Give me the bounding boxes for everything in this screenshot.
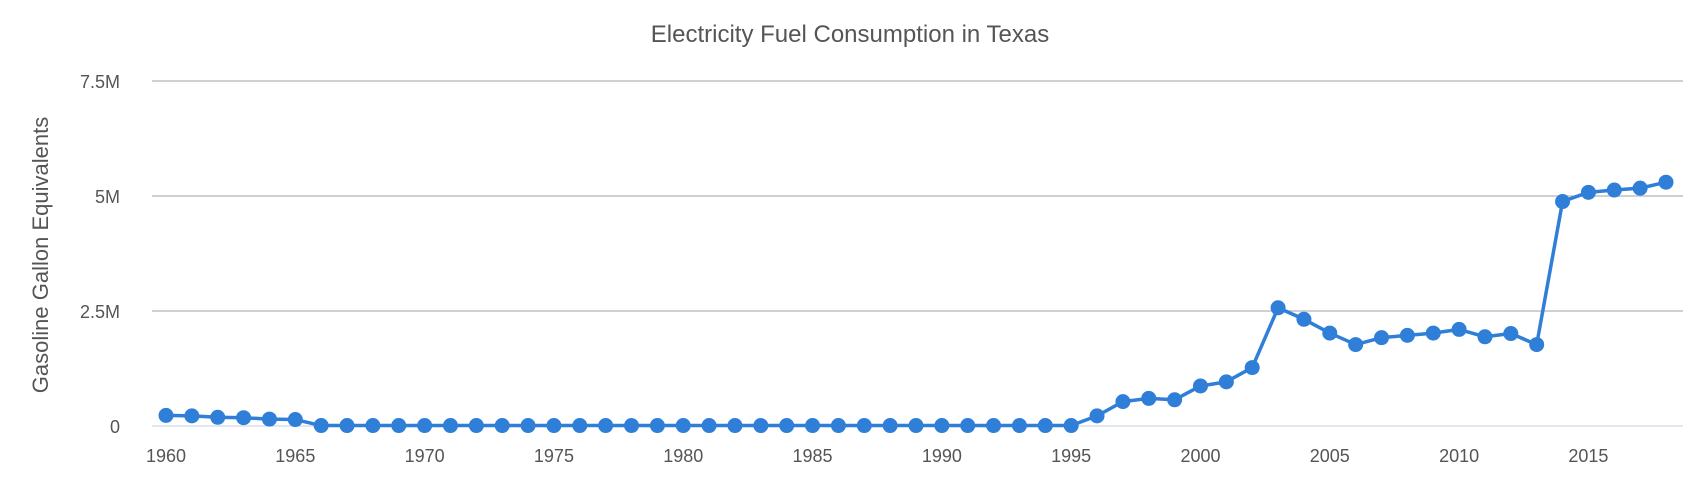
data-point[interactable]: [1658, 174, 1674, 190]
series-line: [165, 180, 1667, 428]
data-point[interactable]: [986, 418, 1002, 434]
data-point[interactable]: [934, 418, 950, 434]
data-point[interactable]: [1218, 374, 1234, 390]
y-axis-label: Gasoline Gallon Equivalents: [28, 117, 53, 393]
x-tick-label: 1970: [405, 446, 445, 466]
data-point[interactable]: [1115, 394, 1131, 410]
y-tick-label: 2.5M: [80, 302, 120, 322]
data-point[interactable]: [1425, 325, 1441, 341]
chart-title: Electricity Fuel Consumption in Texas: [651, 21, 1049, 48]
data-point[interactable]: [908, 418, 924, 434]
x-tick-label: 1980: [663, 446, 703, 466]
data-point[interactable]: [856, 418, 872, 434]
x-tick-label: 1990: [922, 446, 962, 466]
data-point[interactable]: [391, 418, 407, 434]
data-point[interactable]: [210, 409, 226, 425]
data-point[interactable]: [882, 418, 898, 434]
data-point[interactable]: [1011, 418, 1027, 434]
data-point[interactable]: [313, 418, 329, 434]
data-point[interactable]: [1192, 378, 1208, 394]
y-tick-label: 0: [110, 417, 120, 437]
data-point[interactable]: [1244, 360, 1260, 376]
data-point[interactable]: [1529, 337, 1545, 353]
data-point[interactable]: [1606, 182, 1622, 198]
x-tick-label: 2000: [1180, 446, 1220, 466]
data-point[interactable]: [1555, 194, 1571, 210]
data-point[interactable]: [1374, 330, 1390, 346]
data-point[interactable]: [158, 407, 174, 423]
x-tick-label: 2010: [1439, 446, 1479, 466]
x-tick-label: 1975: [534, 446, 574, 466]
data-point[interactable]: [236, 410, 252, 426]
data-point[interactable]: [1580, 184, 1596, 200]
x-tick-label: 2015: [1568, 446, 1608, 466]
data-point[interactable]: [805, 418, 821, 434]
data-point[interactable]: [572, 418, 588, 434]
gridlines: [152, 80, 1683, 427]
data-point[interactable]: [1477, 329, 1493, 345]
data-point[interactable]: [1451, 321, 1467, 337]
data-point[interactable]: [468, 418, 484, 434]
x-tick-label: 1960: [146, 446, 186, 466]
data-point[interactable]: [417, 418, 433, 434]
data-point[interactable]: [1063, 418, 1079, 434]
data-point[interactable]: [830, 418, 846, 434]
x-tick-label: 1965: [275, 446, 315, 466]
data-point[interactable]: [1167, 392, 1183, 408]
data-point[interactable]: [960, 418, 976, 434]
data-point[interactable]: [1141, 390, 1157, 406]
data-point[interactable]: [494, 418, 510, 434]
data-point[interactable]: [365, 418, 381, 434]
x-axis-ticks: 1960 1965 1970 1975 1980 1985 1990 1995 2000 2005…: [146, 446, 1608, 466]
data-point[interactable]: [261, 411, 277, 427]
data-point[interactable]: [442, 418, 458, 434]
data-point[interactable]: [727, 418, 743, 434]
data-point[interactable]: [779, 418, 795, 434]
x-tick-label: 2005: [1310, 446, 1350, 466]
data-point[interactable]: [624, 418, 640, 434]
data-point[interactable]: [520, 418, 536, 434]
y-tick-label: 7.5M: [80, 72, 120, 92]
data-point[interactable]: [1322, 325, 1338, 341]
data-point[interactable]: [1270, 300, 1286, 316]
data-point[interactable]: [184, 408, 200, 424]
data-point[interactable]: [701, 418, 717, 434]
data-point[interactable]: [1348, 337, 1364, 353]
data-point[interactable]: [1089, 408, 1105, 424]
data-point[interactable]: [1503, 326, 1519, 342]
data-point[interactable]: [675, 418, 691, 434]
data-point[interactable]: [1399, 327, 1415, 343]
series-group: [158, 174, 1674, 434]
data-point[interactable]: [546, 418, 562, 434]
data-point[interactable]: [339, 418, 355, 434]
data-point[interactable]: [287, 412, 303, 428]
y-axis-ticks: 0 2.5M 5M 7.5M: [80, 72, 120, 437]
data-point[interactable]: [1037, 418, 1053, 434]
x-tick-label: 1985: [793, 446, 833, 466]
data-point[interactable]: [598, 418, 614, 434]
data-point[interactable]: [649, 418, 665, 434]
x-tick-label: 1995: [1051, 446, 1091, 466]
data-point[interactable]: [753, 418, 769, 434]
data-point[interactable]: [1632, 180, 1648, 196]
y-tick-label: 5M: [95, 187, 120, 207]
data-point[interactable]: [1296, 311, 1312, 327]
